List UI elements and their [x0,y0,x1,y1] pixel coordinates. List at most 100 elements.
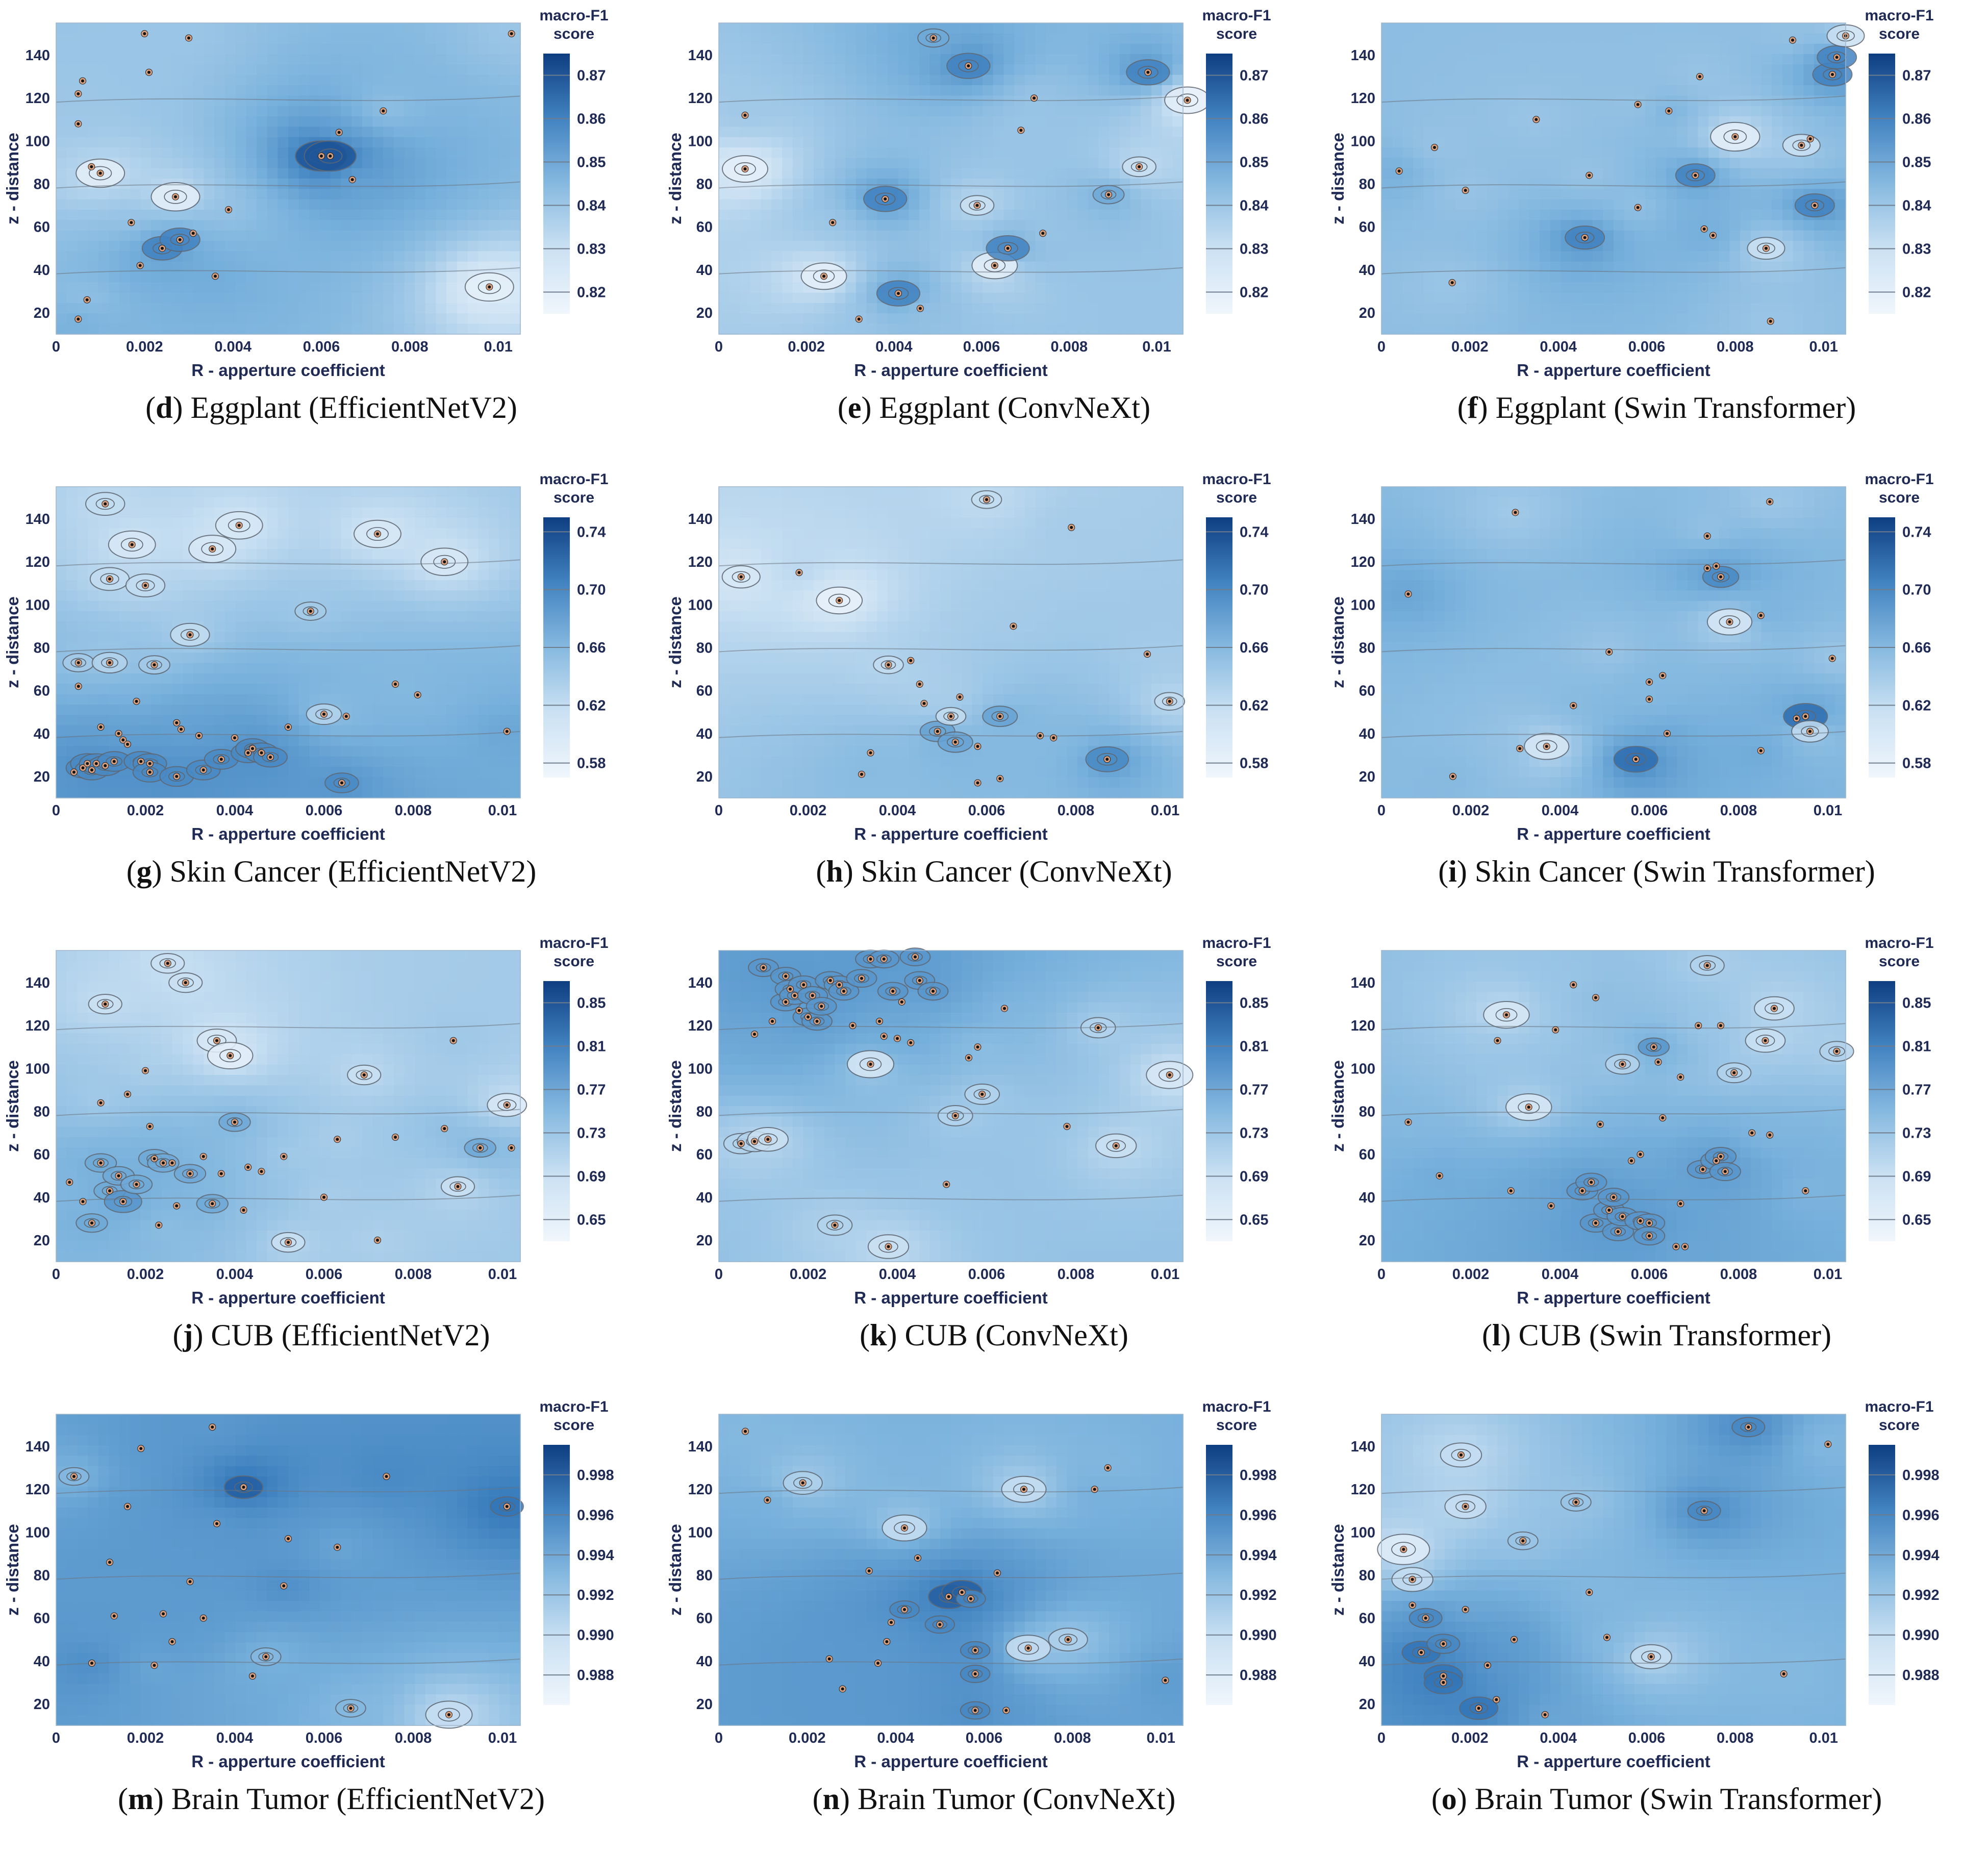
heatmap-cell [1614,168,1625,179]
heatmap-cell [446,64,458,75]
heatmap-cell [394,251,405,262]
heatmap-cell [299,106,310,117]
heatmap-cell [1434,262,1445,272]
heatmap-cell [246,251,257,262]
heatmap-cell [257,324,268,335]
heatmap-cell [331,580,342,591]
heatmap-cell [824,75,836,86]
heatmap-cell [782,313,793,324]
heatmap-cell [246,95,257,106]
heatmap-cell [351,272,363,283]
heatmap-cell [1445,95,1456,106]
heatmap-cell [183,508,194,518]
heatmap-cell [1666,313,1677,324]
heatmap-cell [225,241,236,252]
heatmap-cell [1025,127,1036,137]
heatmap-cell [499,64,511,75]
heatmap-cell [1782,75,1794,86]
x-tick-label: 0.008 [1717,339,1754,355]
heatmap-cell [1730,23,1741,34]
heatmap-cell [1666,137,1677,148]
heatmap-cell [278,189,289,199]
heatmap-cell [877,116,888,127]
heatmap-cell [236,199,247,210]
x-tick-label: 0 [1377,339,1386,355]
heatmap-cell [1056,251,1068,262]
heatmap-cell [972,85,983,96]
heatmap-cell [856,106,867,117]
heatmap-cell [1782,116,1794,127]
heatmap-cell [1413,137,1424,148]
heatmap-cell [750,272,762,283]
heatmap-cell [1719,210,1730,220]
heatmap-cell [1751,179,1762,189]
heatmap-cell [204,251,215,262]
heatmap-cell [983,137,994,148]
heatmap-cell [267,621,279,632]
heatmap-cell [1014,210,1025,220]
heatmap-cell [288,497,299,508]
heatmap-cell [1036,106,1047,117]
heatmap-cell [499,75,511,86]
heatmap-cell [225,324,236,335]
heatmap-cell [478,64,489,75]
heatmap-cell [1067,324,1078,335]
heatmap-cell [109,116,120,127]
y-axis-label: z - distance [666,133,685,224]
heatmap-cell [373,85,384,96]
heatmap-cell [972,179,983,189]
heatmap-cell [729,293,741,304]
heatmap-cell [362,106,373,117]
heatmap-cell [771,168,783,179]
heatmap-cell [1835,127,1846,137]
heatmap-cell [1077,44,1089,55]
heatmap-cell [983,220,994,231]
heatmap-cell [351,601,363,612]
heatmap-cell [993,210,1004,220]
heatmap-cell [309,508,320,518]
heatmap-cell [478,262,489,272]
heatmap-cell [1141,293,1152,304]
heatmap-cell [267,231,279,241]
heatmap-cell [236,621,247,632]
heatmap-cell [489,590,500,601]
heatmap-cell [214,199,225,210]
colorbar-label: 0.87 [1240,68,1268,84]
heatmap-cell [236,324,247,335]
heatmap-cell [1088,313,1099,324]
heatmap-cell [919,210,930,220]
heatmap-cell [299,75,310,86]
heatmap-cell [267,179,279,189]
heatmap-cell [1141,33,1152,44]
heatmap-cell [478,54,489,65]
heatmap-cell [1487,106,1498,117]
heatmap-cell [204,324,215,335]
heatmap-cell [499,642,511,653]
heatmap-cell [468,85,479,96]
heatmap-cell [814,313,825,324]
heatmap-cell [1445,85,1456,96]
heatmap-cell [856,85,867,96]
heatmap-cell [1719,33,1730,44]
heatmap-cell [782,127,793,137]
heatmap-cell [1151,33,1163,44]
heatmap-cell [351,580,363,591]
heatmap-cell [1036,199,1047,210]
heatmap-cell [1624,23,1635,34]
heatmap-cell [415,272,426,283]
heatmap-cell [499,580,511,591]
heatmap-cell [1751,168,1762,179]
heatmap-cell [1529,106,1541,117]
heatmap-cell [1656,137,1667,148]
heatmap-cell [172,653,184,663]
heatmap-cell [1392,158,1403,168]
heatmap-cell [867,303,878,314]
heatmap-cell [1540,127,1551,137]
heatmap-cell [1172,116,1184,127]
heatmap-cell [1614,262,1625,272]
heatmap-cell [1614,220,1625,231]
heatmap-cell [478,116,489,127]
heatmap-cell [130,189,141,199]
heatmap-cell [1624,324,1635,335]
heatmap-cell [1772,33,1783,44]
